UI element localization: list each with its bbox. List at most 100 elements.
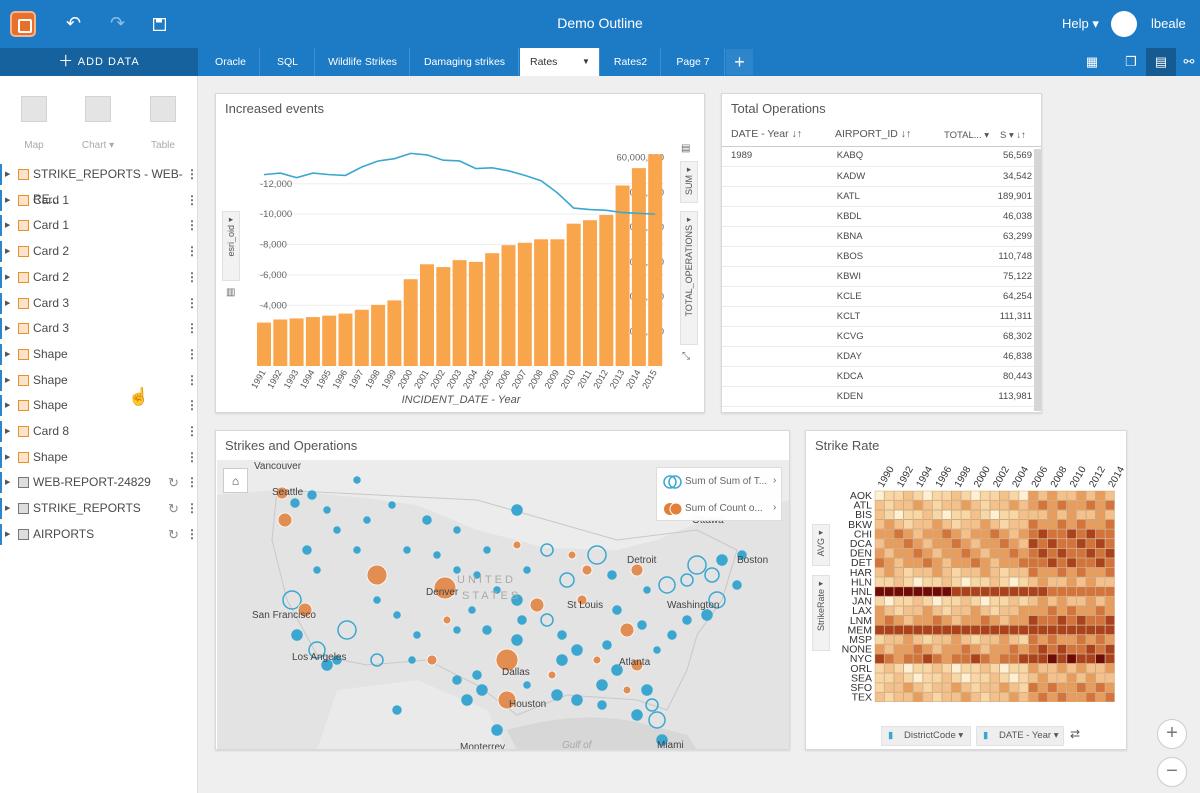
heat-cell[interactable] [1047,490,1058,501]
heat-cell[interactable] [1066,634,1077,645]
share-icon[interactable]: ⚯ [1183,54,1195,69]
heat-cell[interactable] [1066,500,1077,510]
heat-cell[interactable] [893,529,904,539]
heat-cell[interactable] [941,500,952,510]
heat-cell[interactable] [884,692,894,702]
heat-cell[interactable] [1095,586,1106,597]
heat-cell[interactable] [903,529,914,539]
col-header-s[interactable]: S ▾ ↓↑ [1000,130,1026,141]
heat-cell[interactable] [980,682,990,693]
heat-cell[interactable] [893,509,904,520]
heat-cell[interactable] [922,682,933,693]
heat-cell[interactable] [1009,548,1019,558]
heat-cell[interactable] [1105,634,1115,645]
heat-cell[interactable] [874,644,885,654]
heat-cell[interactable] [893,605,904,616]
map-point-blue[interactable] [687,555,707,575]
strikes-operations-card[interactable]: Strikes and Operations VancouverSeattleO… [215,430,790,750]
heat-cell[interactable] [951,663,962,674]
expand-arrow-icon[interactable]: ▶ [5,325,11,333]
heat-cell[interactable] [999,682,1010,693]
heat-cell[interactable] [1018,538,1029,549]
heat-cell[interactable] [951,500,962,510]
bar[interactable] [501,245,516,366]
bar[interactable] [273,319,288,366]
heat-cell[interactable] [980,509,990,520]
heat-cell[interactable] [1018,605,1029,616]
map-point-blue[interactable] [523,566,531,574]
heat-cell[interactable] [961,567,971,578]
heat-cell[interactable] [1009,519,1019,530]
heat-cell[interactable] [980,605,990,616]
more-options-icon[interactable]: ⋮ [186,501,198,516]
heat-cell[interactable] [1105,596,1115,606]
chevron-down-icon[interactable]: ▼ [582,57,590,66]
heat-cell[interactable] [1076,529,1086,539]
heat-cell[interactable] [961,557,971,568]
heat-cell[interactable] [999,509,1010,520]
heat-cell[interactable] [913,663,923,674]
heat-cell[interactable] [1057,673,1067,683]
heat-cell[interactable] [922,663,933,674]
heat-cell[interactable] [951,596,962,606]
copy-icon[interactable]: ❐ [1125,54,1137,69]
heat-cell[interactable] [1095,692,1106,702]
map-point-blue[interactable] [333,526,341,534]
heat-cell[interactable] [1018,586,1029,597]
table-scrollbar[interactable] [1034,149,1041,411]
heat-cell[interactable] [893,490,904,501]
heat-cell[interactable] [913,653,923,664]
heat-cell[interactable] [903,490,914,501]
heat-cell[interactable] [913,490,923,501]
heat-cell[interactable] [1028,577,1038,587]
heat-cell[interactable] [922,625,933,635]
heat-cell[interactable] [1047,529,1058,539]
heat-cell[interactable] [1105,615,1115,626]
map-point-orange[interactable] [426,654,438,666]
table-row[interactable]: KCLE 64,254 [722,286,1034,307]
heat-cell[interactable] [1037,577,1048,587]
map-point-blue[interactable] [433,551,441,559]
heat-cell[interactable] [999,557,1010,568]
heat-cell[interactable] [922,615,933,626]
heat-cell[interactable] [1028,519,1038,530]
heat-cell[interactable] [970,490,981,501]
y-field-pill[interactable]: ▮ DATE - Year ▾ [976,726,1064,746]
heat-cell[interactable] [1047,615,1058,626]
heat-cell[interactable] [1095,615,1106,626]
heat-cell[interactable] [893,653,904,664]
heat-cell[interactable] [1105,663,1115,674]
heat-cell[interactable] [1095,500,1106,510]
heat-cell[interactable] [922,490,933,501]
heat-cell[interactable] [961,634,971,645]
expand-arrow-icon[interactable]: ▶ [5,222,11,230]
legend-item-2[interactable]: Sum of Count o... [685,503,763,514]
map-point-blue[interactable] [452,675,462,685]
heat-cell[interactable] [970,577,981,587]
total-operations-card[interactable]: Total Operations DATE - Year ↓↑ AIRPORT_… [721,93,1042,413]
heat-cell[interactable] [1057,519,1067,530]
heat-cell[interactable] [903,653,914,664]
heat-cell[interactable] [980,625,990,635]
heat-cell[interactable] [1095,644,1106,654]
heat-cell[interactable] [913,557,923,568]
bar[interactable] [599,214,614,366]
heat-cell[interactable] [1066,625,1077,635]
heat-cell[interactable] [922,653,933,664]
tab-oracle[interactable]: Oracle [202,48,260,76]
heat-cell[interactable] [999,500,1010,510]
heat-cell[interactable] [961,663,971,674]
map-point-blue[interactable] [313,566,321,574]
avg-button[interactable]: ▸ AVG [812,524,830,566]
layout-icon[interactable]: ▤ [1146,48,1176,76]
tab-page-7[interactable]: Page 7 [662,48,725,76]
heat-cell[interactable] [1009,509,1019,520]
heat-cell[interactable] [951,586,962,597]
heat-cell[interactable] [1066,509,1077,520]
heat-cell[interactable] [1076,625,1086,635]
heat-cell[interactable] [970,653,981,664]
map-point-blue[interactable] [607,570,617,580]
heat-cell[interactable] [932,663,942,674]
heat-cell[interactable] [961,538,971,549]
heat-cell[interactable] [941,596,952,606]
